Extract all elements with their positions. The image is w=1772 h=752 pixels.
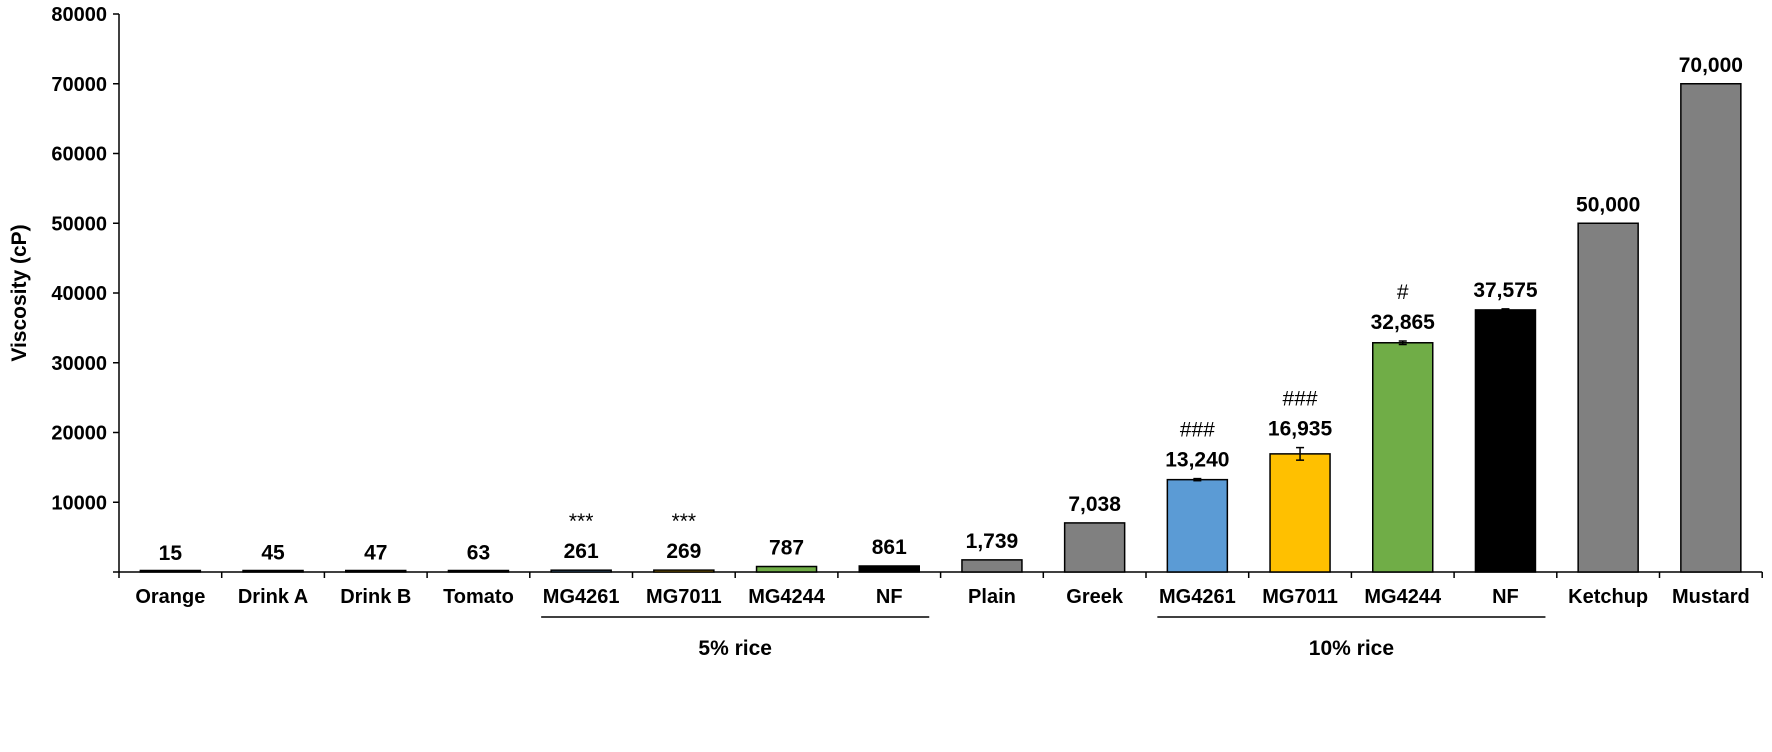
bar [447,569,510,573]
bar [1166,478,1229,573]
bar [550,569,612,573]
significance-marker: ### [1180,419,1215,442]
data-label: 861 [872,536,907,559]
x-tick-label: Drink B [340,586,411,608]
bar [345,569,407,573]
y-tick-label: 80000 [51,4,107,26]
data-labels: 15 45 47 63 261 *** 269 *** 787 861 1,739 7,038 13,2… [159,54,1743,565]
data-label: 63 [467,542,490,565]
bar [1063,522,1126,573]
y-tick-label: 10000 [51,492,107,514]
x-axis: Orange Drink A Drink B Tomato MG4261 MG7011 MG… [118,571,1763,608]
data-label: 47 [364,542,387,565]
bar [961,559,1023,573]
data-label: 15 [159,542,183,565]
data-label: 45 [261,542,285,565]
x-tick-label: Drink A [238,586,308,608]
bars [139,83,1742,573]
bar [1269,453,1331,573]
significance-marker: # [1397,281,1409,304]
y-tick-label: 60000 [51,144,107,166]
bar [139,569,202,573]
data-label: 70,000 [1679,54,1743,77]
group-brackets: 5% rice 10% rice [541,616,1546,660]
bar [1474,309,1537,573]
data-label: 269 [666,540,701,563]
y-tick-label: 30000 [51,353,107,375]
bar [653,569,715,573]
bar [1680,83,1742,573]
x-tick-label: Plain [968,586,1016,608]
y-tick-label: 20000 [51,423,107,445]
x-tick-label: Mustard [1672,586,1750,608]
bar [242,569,304,573]
x-tick-label: MG4244 [748,586,826,608]
x-tick-label: Greek [1066,586,1124,608]
x-tick-label: Orange [135,586,205,608]
data-label: 7,038 [1068,493,1121,516]
data-label: 13,240 [1165,449,1229,472]
data-label: 16,935 [1268,418,1333,441]
x-tick-label: MG4261 [1159,586,1236,608]
x-tick-label: MG7011 [646,586,722,608]
group-label: 5% rice [698,637,772,660]
x-tick-label: NF [1492,586,1519,608]
bar [1372,342,1434,573]
y-tick-label: 40000 [51,283,107,305]
data-label: 1,739 [966,530,1019,553]
data-label: 787 [769,537,804,560]
x-tick-label: MG4261 [543,586,620,608]
data-label: 261 [564,540,599,563]
x-tick-label: Ketchup [1568,586,1648,608]
bar [1577,222,1639,573]
bar [858,565,920,573]
data-label: 50,000 [1576,193,1640,216]
bar [755,565,818,573]
data-label: 32,865 [1371,311,1436,334]
y-tick-label: 50000 [51,213,107,235]
y-axis: 10000 20000 30000 40000 50000 60000 70000 80000 [51,4,120,573]
x-tick-label: NF [876,586,903,608]
y-tick-label: 70000 [51,74,107,96]
y-axis-label: Viscosity (cP) [8,224,31,361]
x-tick-label: Tomato [443,586,514,608]
x-tick-label: MG4244 [1364,586,1442,608]
significance-marker: ### [1283,388,1318,411]
significance-marker: *** [569,510,594,533]
x-tick-label: MG7011 [1262,586,1338,608]
group-label: 10% rice [1309,637,1394,660]
significance-marker: *** [672,510,697,533]
data-label: 37,575 [1473,279,1538,302]
